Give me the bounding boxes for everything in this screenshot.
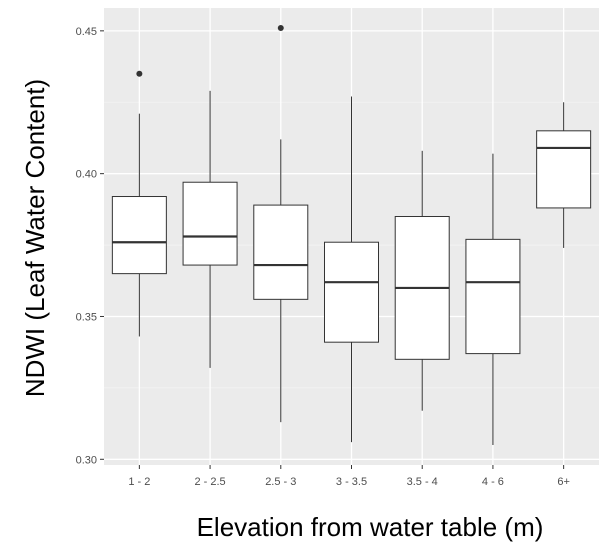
box-iqr [465, 238, 521, 355]
y-tick-label: 0.30 [76, 454, 97, 466]
y-tick-label: 0.45 [76, 26, 97, 38]
box-group [394, 150, 450, 411]
x-tick-label: 3.5 - 4 [407, 476, 438, 488]
x-axis: 1 - 2 2 - 2.5 2.5 - 3 3 - 3.5 3.5 - 4 4 - 6 6+ [128, 465, 570, 488]
y-tick-label: 0.35 [76, 311, 97, 323]
box-iqr [253, 204, 309, 300]
outlier-point [277, 24, 284, 31]
x-tick-label: 4 - 6 [482, 476, 504, 488]
box-iqr [111, 196, 167, 275]
box-group [111, 70, 167, 337]
x-tick-label: 3 - 3.5 [336, 476, 367, 488]
boxes [111, 24, 592, 446]
x-axis-title: Elevation from water table (m) [197, 512, 544, 542]
y-axis: 0.30 0.35 0.40 0.45 [76, 26, 104, 466]
box-iqr [324, 241, 379, 343]
box-group [465, 153, 521, 446]
y-tick-label: 0.40 [76, 169, 97, 181]
box-group [324, 96, 379, 443]
outlier-point [136, 70, 143, 77]
x-tick-label: 2.5 - 3 [265, 476, 296, 488]
x-tick-label: 6+ [557, 476, 570, 488]
x-tick-label: 2 - 2.5 [194, 476, 225, 488]
box-group [253, 24, 309, 423]
box-iqr [182, 181, 238, 266]
box-iqr [536, 130, 592, 209]
box-group [182, 90, 238, 368]
x-tick-label: 1 - 2 [128, 476, 150, 488]
y-axis-title: NDWI (Leaf Water Content) [20, 79, 50, 397]
box-group [536, 102, 592, 248]
